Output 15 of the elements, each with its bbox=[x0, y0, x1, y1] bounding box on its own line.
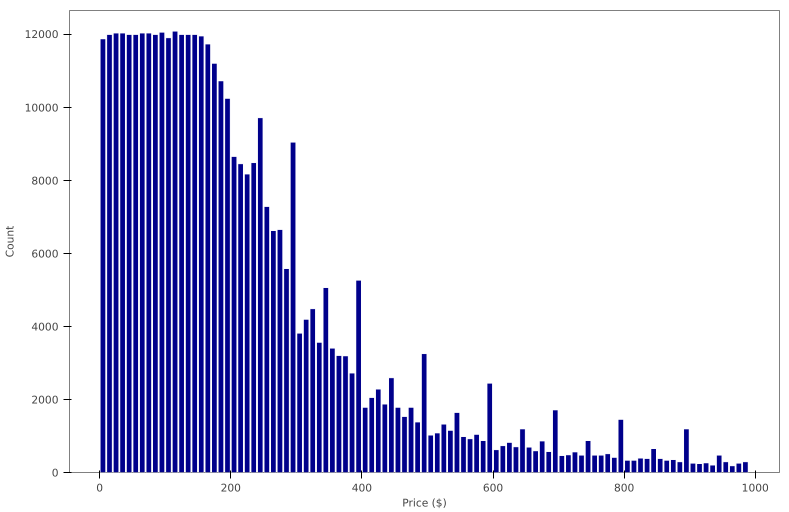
y-axis-title: Count bbox=[4, 226, 17, 258]
y-tick-label: 4000 bbox=[31, 320, 59, 334]
x-tick-label: 1000 bbox=[742, 482, 770, 494]
y-tick-label: 2000 bbox=[31, 393, 59, 406]
y-tick-label: 10000 bbox=[24, 101, 59, 114]
x-tick-label: 400 bbox=[352, 482, 372, 494]
y-tick-label: 0 bbox=[52, 466, 59, 480]
y-tick-label: 8000 bbox=[31, 174, 59, 188]
y-tick-label: 12000 bbox=[24, 28, 59, 42]
x-tick-label: 0 bbox=[96, 482, 104, 494]
x-tick-label: 800 bbox=[614, 482, 635, 494]
x-tick-label: 600 bbox=[482, 482, 504, 494]
x-tick-label: 200 bbox=[220, 482, 242, 494]
y-tick-label: 6000 bbox=[31, 247, 59, 260]
x-axis-title: Price ($) bbox=[402, 496, 447, 510]
